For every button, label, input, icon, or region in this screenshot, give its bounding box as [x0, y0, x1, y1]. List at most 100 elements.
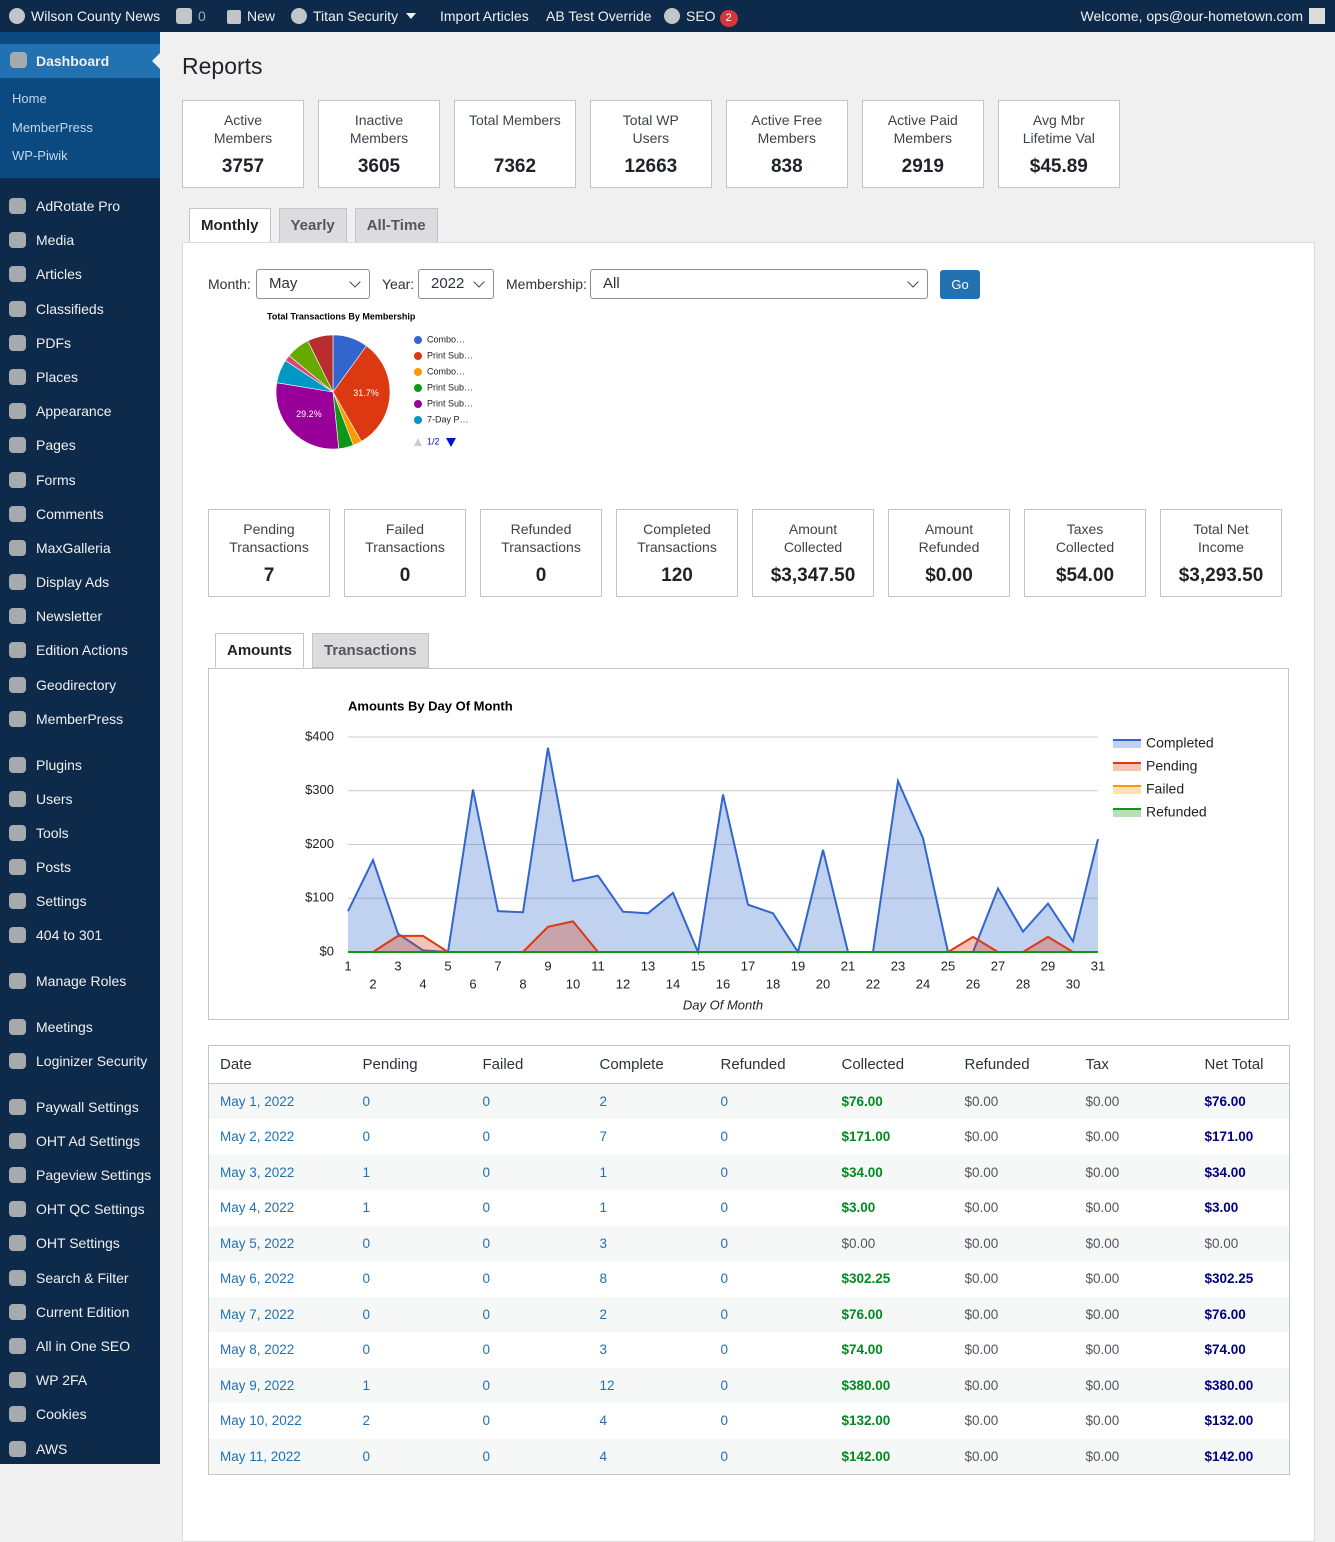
- security-label[interactable]: Titan Security: [313, 8, 398, 24]
- menu-label[interactable]: PDFs: [36, 335, 71, 351]
- table-cell[interactable]: 0: [710, 1297, 831, 1333]
- submenu-item[interactable]: Home: [0, 85, 160, 114]
- menu-label[interactable]: Plugins: [36, 757, 82, 773]
- comment-count[interactable]: 0: [198, 8, 206, 24]
- import-link[interactable]: Import Articles: [440, 0, 529, 32]
- menu-label[interactable]: 404 to 301: [36, 927, 102, 943]
- membership-select[interactable]: All: [590, 269, 928, 299]
- menu-item[interactable]: Edition Actions: [0, 633, 160, 667]
- table-cell[interactable]: 0: [352, 1439, 472, 1475]
- menu-item[interactable]: Posts: [0, 850, 160, 884]
- table-cell[interactable]: 0: [472, 1155, 589, 1191]
- table-cell[interactable]: May 11, 2022: [209, 1439, 352, 1475]
- new-label[interactable]: New: [247, 8, 275, 24]
- table-cell[interactable]: May 9, 2022: [209, 1368, 352, 1404]
- menu-label[interactable]: Search & Filter: [36, 1270, 129, 1286]
- menu-label[interactable]: Dashboard: [36, 53, 109, 69]
- menu-label[interactable]: Pages: [36, 437, 76, 453]
- table-cell[interactable]: 0: [472, 1332, 589, 1368]
- table-cell[interactable]: May 3, 2022: [209, 1155, 352, 1191]
- table-cell[interactable]: 0: [472, 1403, 589, 1439]
- menu-label[interactable]: WP 2FA: [36, 1372, 87, 1388]
- menu-item[interactable]: Articles: [0, 257, 160, 291]
- submenu-item[interactable]: MemberPress: [0, 114, 160, 143]
- table-cell[interactable]: 0: [472, 1297, 589, 1333]
- table-cell[interactable]: May 2, 2022: [209, 1119, 352, 1155]
- comments-link[interactable]: 0: [176, 0, 206, 32]
- menu-item[interactable]: AWS: [0, 1432, 160, 1466]
- menu-label[interactable]: Settings: [36, 893, 87, 909]
- menu-item[interactable]: Search & Filter: [0, 1261, 160, 1295]
- menu-item[interactable]: AdRotate Pro: [0, 189, 160, 223]
- menu-item[interactable]: Users: [0, 782, 160, 816]
- table-cell[interactable]: 8: [589, 1261, 710, 1297]
- table-cell[interactable]: May 8, 2022: [209, 1332, 352, 1368]
- menu-label[interactable]: OHT Settings: [36, 1235, 120, 1251]
- menu-item[interactable]: Newsletter: [0, 599, 160, 633]
- menu-label[interactable]: Appearance: [36, 403, 112, 419]
- menu-label[interactable]: Loginizer Security: [36, 1053, 147, 1069]
- table-cell[interactable]: 0: [352, 1119, 472, 1155]
- menu-item[interactable]: MemberPress: [0, 702, 160, 736]
- table-cell[interactable]: May 10, 2022: [209, 1403, 352, 1439]
- menu-label[interactable]: OHT QC Settings: [36, 1201, 145, 1217]
- table-cell[interactable]: 0: [472, 1368, 589, 1404]
- table-cell[interactable]: 3: [589, 1332, 710, 1368]
- menu-item[interactable]: Meetings: [0, 1010, 160, 1044]
- table-cell[interactable]: 0: [710, 1261, 831, 1297]
- menu-item[interactable]: Loginizer Security: [0, 1044, 160, 1078]
- menu-item[interactable]: Pageview Settings: [0, 1158, 160, 1192]
- site-name[interactable]: Wilson County News: [31, 8, 160, 24]
- tab[interactable]: Amounts: [215, 633, 304, 668]
- menu-item[interactable]: Classifieds: [0, 292, 160, 326]
- menu-label[interactable]: OHT Ad Settings: [36, 1133, 140, 1149]
- dashboard-link[interactable]: Dashboard: [0, 44, 160, 78]
- menu-item[interactable]: Geodirectory: [0, 668, 160, 702]
- menu-item[interactable]: Media: [0, 223, 160, 257]
- table-cell[interactable]: 0: [472, 1119, 589, 1155]
- menu-label[interactable]: Pageview Settings: [36, 1167, 151, 1183]
- menu-item[interactable]: All in One SEO: [0, 1329, 160, 1363]
- table-cell[interactable]: May 1, 2022: [209, 1084, 352, 1120]
- menu-label[interactable]: MaxGalleria: [36, 540, 111, 556]
- menu-label[interactable]: Meetings: [36, 1019, 93, 1035]
- menu-item[interactable]: OHT QC Settings: [0, 1192, 160, 1226]
- year-select[interactable]: 2022: [418, 269, 494, 299]
- table-cell[interactable]: 0: [472, 1439, 589, 1475]
- menu-label[interactable]: Tools: [36, 825, 69, 841]
- menu-label[interactable]: All in One SEO: [36, 1338, 130, 1354]
- menu-label[interactable]: AWS: [36, 1441, 67, 1457]
- table-cell[interactable]: 1: [589, 1190, 710, 1226]
- welcome-user[interactable]: Welcome, ops@our-hometown.com: [1081, 0, 1303, 32]
- menu-label[interactable]: Newsletter: [36, 608, 102, 624]
- table-cell[interactable]: 0: [472, 1261, 589, 1297]
- menu-label[interactable]: Cookies: [36, 1406, 87, 1422]
- menu-item[interactable]: Manage Roles: [0, 964, 160, 998]
- menu-item[interactable]: WP 2FA: [0, 1363, 160, 1397]
- menu-label[interactable]: Forms: [36, 472, 76, 488]
- menu-item[interactable]: Forms: [0, 463, 160, 497]
- table-cell[interactable]: 2: [352, 1403, 472, 1439]
- menu-label[interactable]: Places: [36, 369, 78, 385]
- menu-label[interactable]: Edition Actions: [36, 642, 128, 658]
- tab[interactable]: Transactions: [312, 633, 429, 668]
- menu-item[interactable]: Current Edition: [0, 1295, 160, 1329]
- menu-item[interactable]: Tools: [0, 816, 160, 850]
- menu-item[interactable]: Appearance: [0, 394, 160, 428]
- menu-label[interactable]: Display Ads: [36, 574, 109, 590]
- table-cell[interactable]: 0: [710, 1190, 831, 1226]
- table-cell[interactable]: 0: [352, 1332, 472, 1368]
- ab-test-link[interactable]: AB Test Override: [546, 0, 652, 32]
- menu-item[interactable]: MaxGalleria: [0, 531, 160, 565]
- menu-label[interactable]: Articles: [36, 266, 82, 282]
- menu-item[interactable]: Plugins: [0, 748, 160, 782]
- table-cell[interactable]: 3: [589, 1226, 710, 1262]
- table-cell[interactable]: 0: [710, 1332, 831, 1368]
- go-button[interactable]: Go: [940, 270, 980, 299]
- new-link[interactable]: New: [227, 0, 275, 32]
- table-cell[interactable]: 1: [352, 1155, 472, 1191]
- table-cell[interactable]: 0: [710, 1155, 831, 1191]
- menu-label[interactable]: Geodirectory: [36, 677, 116, 693]
- table-cell[interactable]: May 5, 2022: [209, 1226, 352, 1262]
- submenu-item[interactable]: WP-Piwik: [0, 142, 160, 171]
